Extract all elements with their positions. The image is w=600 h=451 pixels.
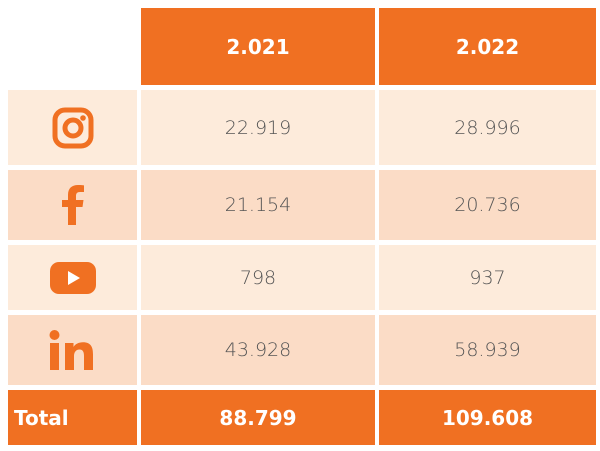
- total-cell: 109.608: [379, 390, 596, 445]
- value-cell: 22.919: [141, 90, 375, 165]
- linkedin-icon: [49, 330, 93, 370]
- total-label: Total: [8, 390, 137, 445]
- value-cell: 58.939: [379, 315, 596, 385]
- value-cell: 798: [141, 245, 375, 310]
- total-cell: 88.799: [141, 390, 375, 445]
- value-cell: 20.736: [379, 170, 596, 240]
- value-cell: 28.996: [379, 90, 596, 165]
- table: 2.021 2.022 22.919 28.996 21.154 20.736 …: [8, 8, 596, 445]
- icon-cell: [8, 245, 137, 310]
- value-cell: 937: [379, 245, 596, 310]
- instagram-icon: [52, 107, 93, 148]
- value-cell: 43.928: [141, 315, 375, 385]
- youtube-icon: [49, 261, 96, 294]
- header-cell: 2.022: [379, 8, 596, 85]
- icon-cell: [8, 315, 137, 385]
- icon-cell: [8, 90, 137, 165]
- value-cell: 21.154: [141, 170, 375, 240]
- corner-cell: [8, 8, 137, 85]
- icon-cell: [8, 170, 137, 240]
- facebook-icon: [61, 185, 84, 225]
- header-cell: 2.021: [141, 8, 375, 85]
